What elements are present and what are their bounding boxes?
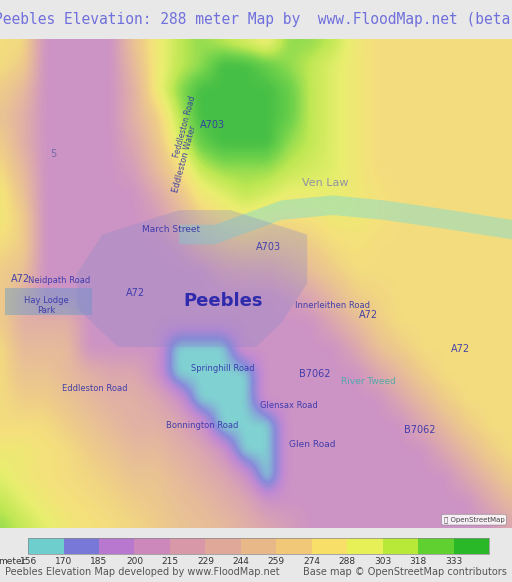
Text: Park: Park [37,306,55,315]
Text: A703: A703 [200,119,225,130]
Text: A703: A703 [256,242,282,252]
Bar [135,538,170,554]
Bar [28,538,63,554]
Text: Ven Law: Ven Law [302,178,348,188]
Bar [418,538,454,554]
Text: A72: A72 [451,345,471,354]
Text: Eddleston Road: Eddleston Road [62,384,127,393]
Text: 318: 318 [410,557,426,566]
Bar [170,538,205,554]
Text: 229: 229 [197,557,214,566]
Polygon shape [179,196,512,244]
Text: A72: A72 [359,310,378,320]
Text: Hay Lodge: Hay Lodge [24,296,69,305]
Bar [28,538,489,554]
Text: 200: 200 [126,557,143,566]
Text: River Tweed: River Tweed [342,377,396,386]
Text: 303: 303 [374,557,391,566]
Text: 259: 259 [268,557,285,566]
Bar [276,538,312,554]
Bar [241,538,276,554]
Text: 274: 274 [303,557,320,566]
Text: B7062: B7062 [299,369,331,379]
Text: Glensax Road: Glensax Road [261,401,318,410]
Bar [454,538,489,554]
Polygon shape [5,288,92,315]
Text: Eddleston Water: Eddleston Water [171,124,198,193]
Bar [382,538,418,554]
Text: 5: 5 [51,149,57,159]
Text: 185: 185 [91,557,108,566]
Text: 333: 333 [445,557,462,566]
Text: Peebles Elevation: 288 meter Map by  www.FloodMap.net (beta): Peebles Elevation: 288 meter Map by www.… [0,12,512,27]
Text: meter: meter [0,557,26,566]
Text: Neidpath Road: Neidpath Road [28,276,90,286]
Text: 🔍 OpenStreetMap: 🔍 OpenStreetMap [443,516,504,523]
Text: Bonnington Road: Bonnington Road [166,421,239,430]
Text: Glen Road: Glen Road [289,440,335,449]
Text: B7062: B7062 [404,425,436,435]
Polygon shape [77,210,307,347]
Text: 156: 156 [19,557,37,566]
Text: 244: 244 [232,557,249,566]
Bar [205,538,241,554]
Text: A72: A72 [11,274,30,283]
Text: Base map © OpenStreetMap contributors: Base map © OpenStreetMap contributors [303,567,507,577]
Text: Springhill Road: Springhill Road [191,364,254,374]
Text: 288: 288 [338,557,356,566]
Text: 170: 170 [55,557,72,566]
Text: Peebles Elevation Map developed by www.FloodMap.net: Peebles Elevation Map developed by www.F… [5,567,280,577]
Text: Innerleithen Road: Innerleithen Road [295,301,370,310]
Bar [99,538,135,554]
Bar [63,538,99,554]
Text: 215: 215 [161,557,179,566]
Text: A72: A72 [126,288,145,298]
Text: Peebles: Peebles [183,292,263,310]
Text: Feddleston Road: Feddleston Road [172,95,197,159]
Bar [312,538,347,554]
Text: March Street: March Street [142,225,201,234]
Bar [347,538,382,554]
